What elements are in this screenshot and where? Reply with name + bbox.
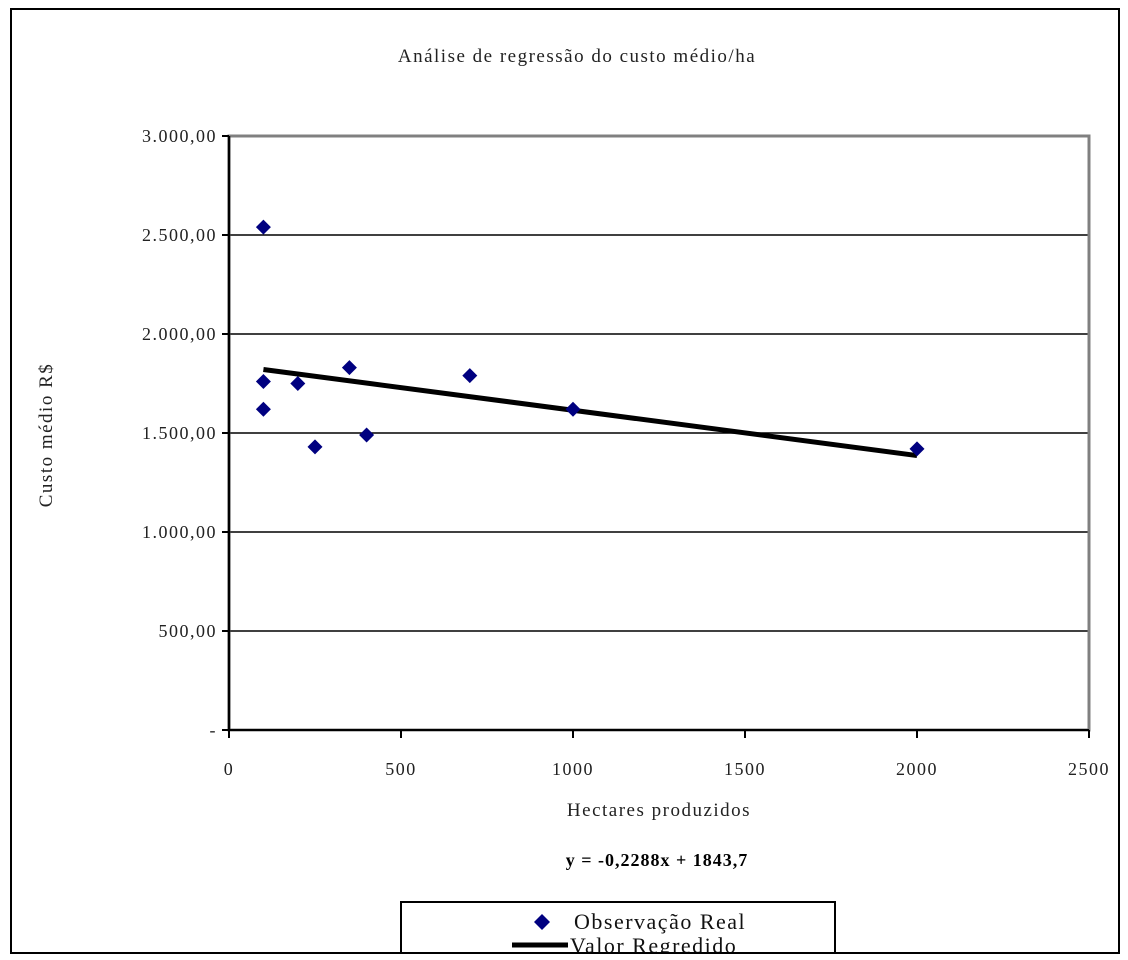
- x-tick-label: 1500: [724, 759, 766, 779]
- y-tick-label: 3.000,00: [142, 126, 217, 146]
- legend: Observação Real Valor Regredido: [400, 901, 836, 952]
- data-point-diamond: [255, 374, 271, 390]
- regression-line: [263, 366, 918, 459]
- data-point-diamond: [909, 441, 925, 457]
- y-tick-label: 2.000,00: [142, 324, 217, 344]
- regression-equation: y = -0,2288x + 1843,7: [566, 850, 749, 870]
- legend-diamond-icon: [534, 914, 550, 930]
- x-tick-labels: 0 500 1000 1500 2000 2500: [224, 759, 1110, 779]
- x-tick-label: 500: [385, 759, 417, 779]
- data-points: [255, 219, 925, 457]
- y-tick-label: 1.500,00: [142, 423, 217, 443]
- y-tick-labels: - 500,00 1.000,00 1.500,00 2.000,00 2.500,00 3…: [142, 126, 218, 740]
- x-tick-label: 1000: [552, 759, 594, 779]
- axes: [222, 135, 1090, 738]
- data-point-diamond: [255, 401, 271, 417]
- data-point-diamond: [359, 427, 375, 443]
- x-tick-label: 0: [224, 759, 235, 779]
- legend-label-observacao: Observação Real: [574, 909, 746, 934]
- data-point-diamond: [290, 376, 306, 391]
- data-point-diamond: [565, 401, 581, 417]
- y-axis-label: Custo médio R$: [36, 363, 57, 508]
- y-tick-label: -: [210, 720, 218, 740]
- x-tick-label: 2000: [896, 759, 938, 779]
- chart-title: Análise de regressão do custo médio/ha: [398, 46, 756, 67]
- data-point-diamond: [341, 360, 357, 376]
- data-point-diamond: [307, 439, 323, 455]
- legend-box: [400, 901, 836, 952]
- data-point-diamond: [462, 368, 478, 384]
- chart-frame: Análise de regressão do custo médio/ha -…: [10, 8, 1120, 954]
- chart-svg: Análise de regressão do custo médio/ha -…: [36, 46, 1110, 952]
- x-axis-label: Hectares produzidos: [567, 800, 751, 821]
- gridlines: [229, 234, 1089, 632]
- y-tick-label: 2.500,00: [142, 225, 217, 245]
- legend-label-regredido: Valor Regredido: [570, 933, 737, 952]
- y-tick-label: 500,00: [159, 621, 218, 641]
- x-tick-label: 2500: [1068, 759, 1110, 779]
- y-tick-label: 1.000,00: [142, 522, 217, 542]
- data-point-diamond: [255, 219, 271, 235]
